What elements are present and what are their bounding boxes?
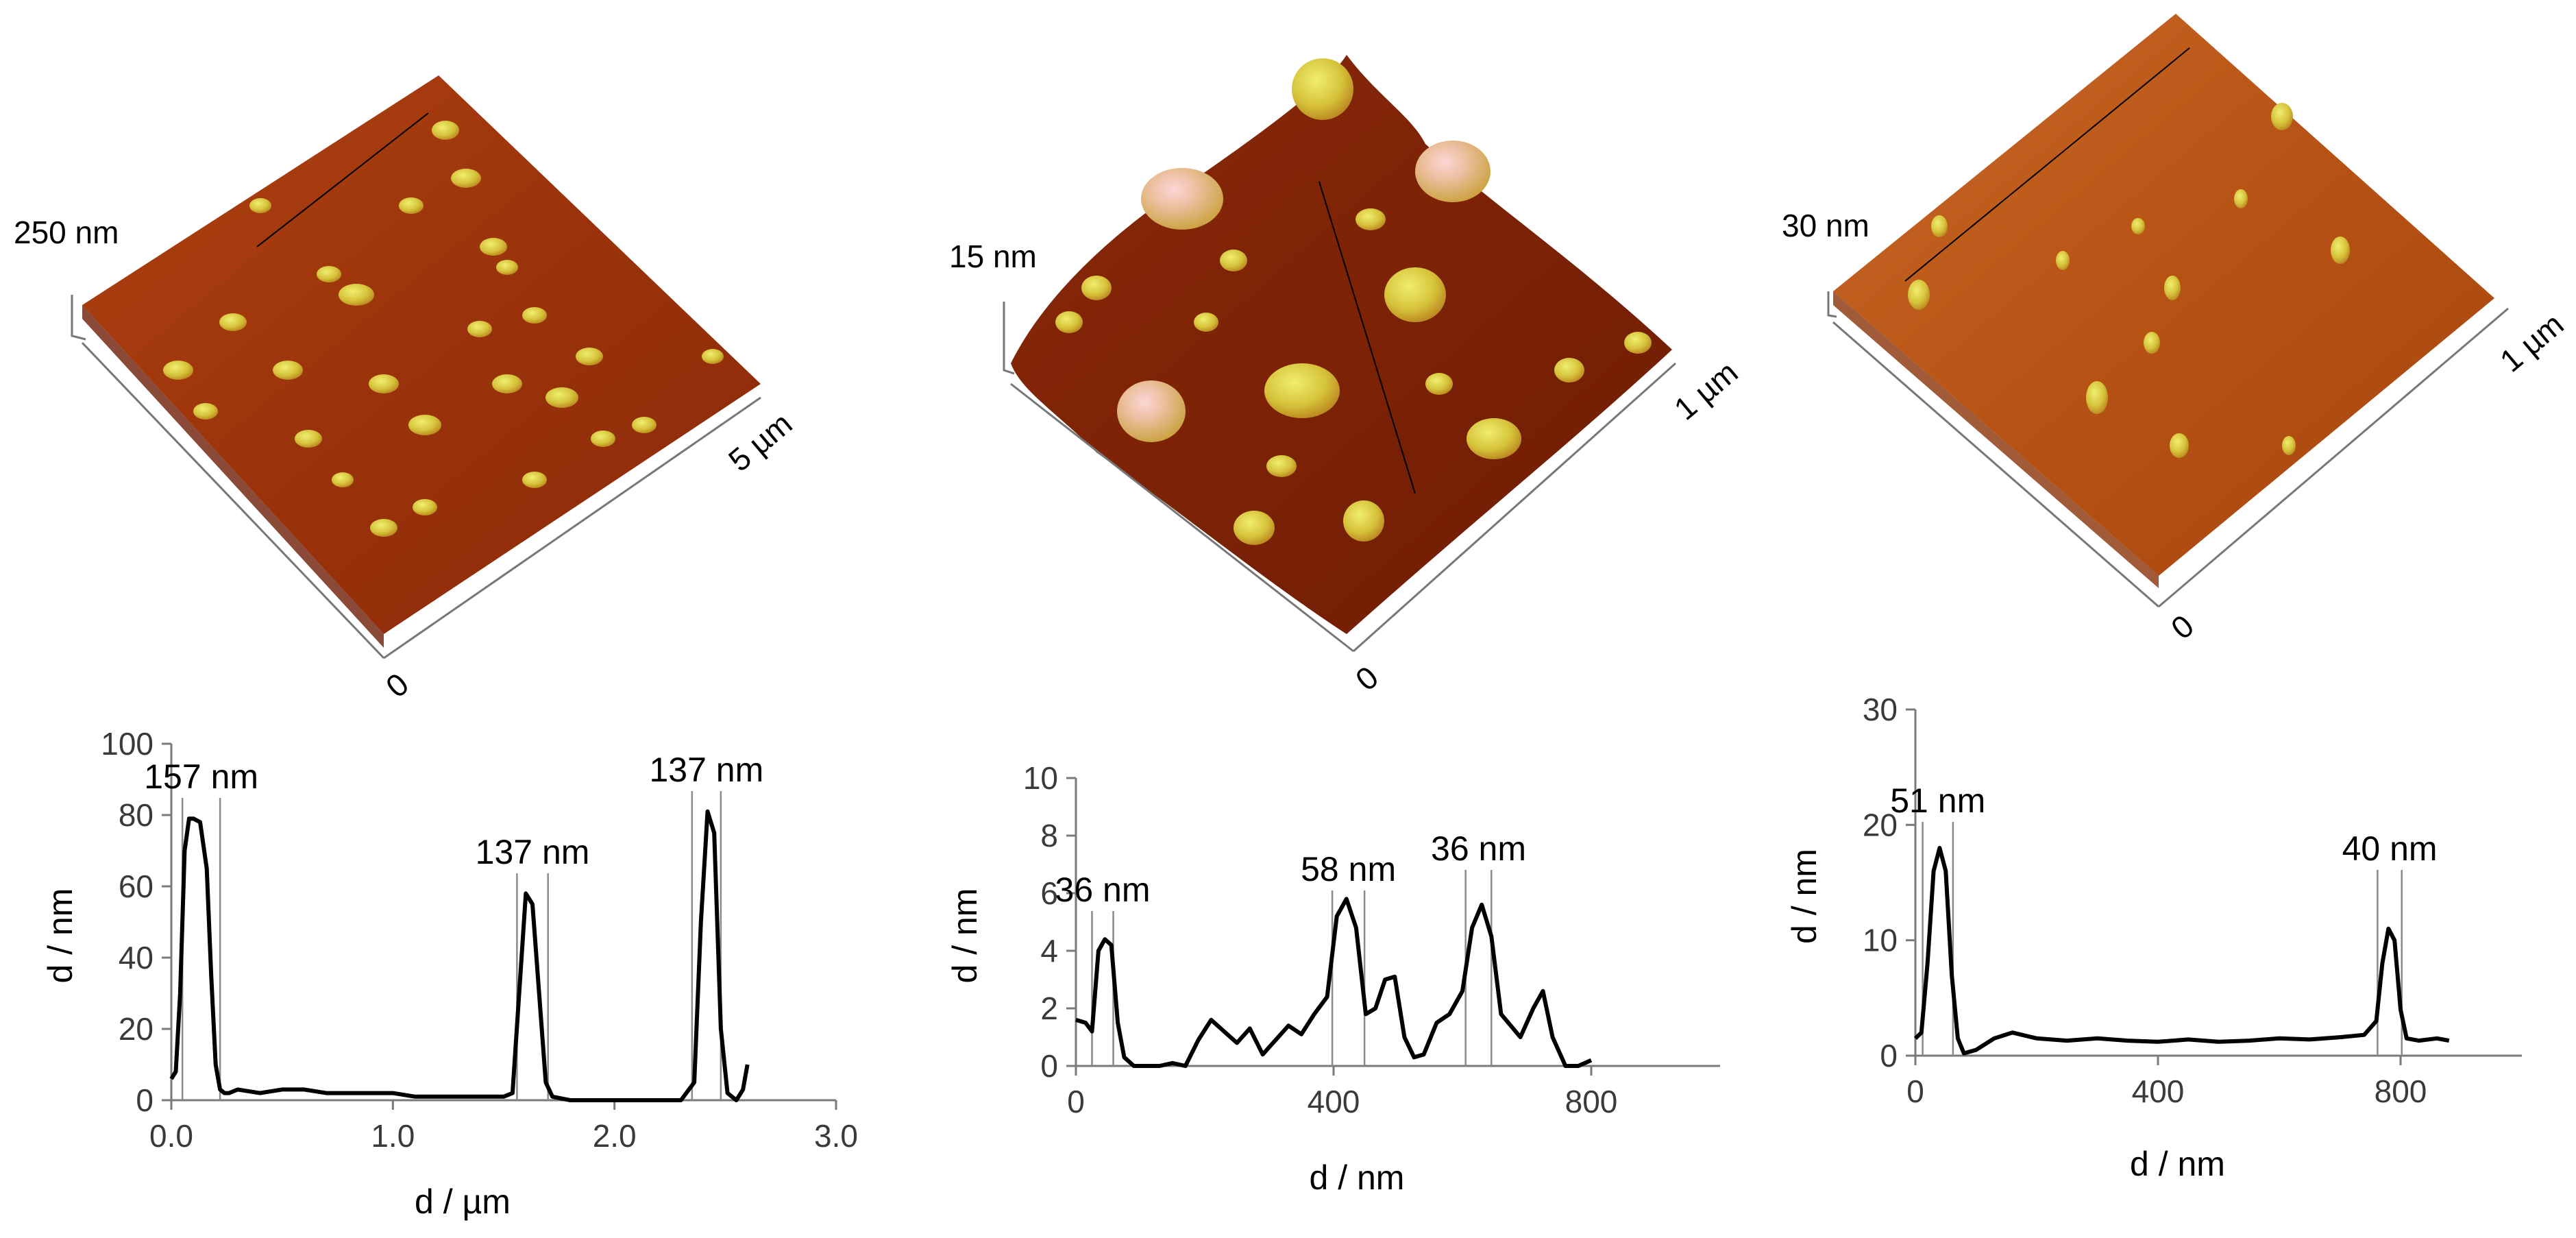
y-tick-label: 10 [1863,923,1898,958]
peak-width-label: 51 nm [1890,781,1985,820]
x-axis-label: d / nm [2130,1145,2225,1183]
afm-lateral-2: 1 µm [1667,354,1744,426]
x-tick-label: 2.0 [593,1118,637,1154]
y-tick-label: 20 [1863,807,1898,842]
profile-line-2 [1318,181,1416,494]
x-tick-label: 3.0 [814,1118,858,1154]
x-tick-label: 0 [1906,1073,1924,1109]
x-axis-label: d / nm [1310,1158,1405,1197]
y-axis-label: d / nm [41,888,79,984]
afm-bumps-2 [1055,58,1652,545]
x-tick-label: 1.0 [371,1118,415,1154]
y-tick-label: 20 [119,1011,154,1047]
afm-surface-3 [1833,14,2494,576]
afm-bumps-3 [1908,103,2350,458]
afm-bumps-1 [163,121,724,537]
afm-origin-1: 0 [379,666,415,704]
afm-x-axis-1 [81,341,385,659]
afm-x-axis-2 [1010,383,1354,653]
x-tick-label: 800 [1565,1084,1618,1119]
y-tick-label: 60 [119,869,154,904]
y-tick-label: 4 [1040,933,1058,969]
x-tick-label: 0 [1067,1084,1085,1119]
y-tick-label: 6 [1040,875,1058,911]
afm-lateral-3: 1 µm [2493,306,2570,378]
afm-side-3 [1833,291,2159,588]
y-tick-label: 8 [1040,818,1058,853]
afm-origin-3: 0 [2164,607,2200,646]
x-tick-label: 800 [2375,1073,2427,1109]
y-tick-label: 100 [101,726,154,762]
peak-width-label: 36 nm [1055,871,1151,909]
afm-panel-1: 250 nm 5 µm 0 [14,75,798,705]
afm-origin-2: 0 [1349,659,1385,697]
peak-width-label: 137 nm [649,751,763,789]
afm-surface-1 [82,75,761,634]
y-tick-label: 80 [119,797,154,833]
height-profile-chart-1: 0 20 40 60 80 100 0.0 1.0 2.0 3.0 d / µm d / nm 157 … [41,726,858,1221]
afm-z-axis-2 [1003,302,1015,375]
afm-y-axis-2 [1353,362,1676,653]
afm-side-1 [82,305,384,648]
y-tick-label: 0 [1040,1048,1058,1084]
afm-z-scale-1: 250 nm [14,215,119,250]
afm-panel-3: 30 nm 1 µm 0 [1782,14,2570,646]
profile-line-1 [256,112,429,247]
profile-curve [1913,846,2450,1056]
afm-y-axis-1 [383,396,761,659]
afm-z-scale-3: 30 nm [1782,208,1869,243]
afm-surface-2 [1011,55,1672,634]
x-tick-label: 400 [2132,1073,2185,1109]
peak-width-label: 40 nm [2342,829,2438,868]
peak-width-label: 137 nm [476,833,590,871]
afm-y-axis-3 [2158,307,2509,608]
y-tick-label: 30 [1863,692,1898,727]
afm-panel-2: 15 nm 1 µm 0 [949,55,1744,698]
peak-width-label: 58 nm [1301,850,1396,888]
y-tick-label: 2 [1040,991,1058,1026]
afm-z-axis-3 [1827,291,1837,318]
y-tick-label: 10 [1023,760,1058,796]
profile-line-3 [1904,47,2190,282]
y-axis-label: d / nm [946,888,984,984]
x-tick-label: 400 [1308,1084,1360,1119]
peak-width-label: 36 nm [1431,829,1526,868]
y-axis-label: d / nm [1785,849,1824,944]
afm-z-axis-1 [71,295,86,341]
x-tick-label: 0.0 [149,1118,193,1154]
height-profile-chart-3: 0 10 20 30 0 400 800 d / nm d / nm 51 nm 40 nm [1785,692,2522,1183]
afm-z-scale-2: 15 nm [949,239,1037,274]
afm-x-axis-3 [1832,321,2159,608]
peak-width-label: 157 nm [144,757,258,796]
height-profile-chart-2: 0 2 4 6 8 10 0 400 800 d / nm d / nm 36 nm 58 nm 36 n… [946,760,1720,1197]
y-tick-label: 0 [136,1082,154,1118]
y-tick-label: 0 [1880,1038,1898,1073]
profile-curve [169,809,750,1102]
x-axis-label: d / µm [415,1182,511,1221]
y-tick-label: 40 [119,940,154,975]
profile-curve [1075,897,1593,1068]
